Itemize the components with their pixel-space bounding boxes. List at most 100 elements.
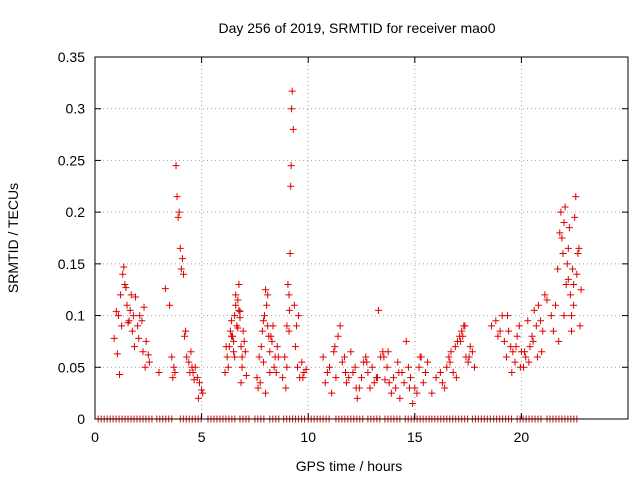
- data-point: [230, 337, 238, 345]
- data-point: [529, 337, 537, 345]
- data-point: [539, 327, 547, 335]
- data-point: [370, 379, 378, 387]
- data-point: [384, 348, 392, 356]
- data-point: [573, 270, 581, 278]
- data-point: [141, 363, 149, 371]
- data-point: [288, 87, 296, 95]
- data-point: [534, 301, 542, 309]
- data-point: [117, 291, 125, 299]
- data-point: [136, 312, 144, 320]
- data-points: [94, 87, 585, 423]
- data-point: [235, 306, 243, 314]
- data-point: [323, 368, 331, 376]
- data-point: [142, 337, 150, 345]
- data-point: [402, 337, 410, 345]
- y-tick-label: 0.1: [66, 308, 86, 324]
- data-point: [570, 281, 578, 289]
- data-point: [528, 332, 536, 340]
- data-point: [383, 363, 391, 371]
- data-point: [364, 368, 372, 376]
- data-point: [127, 291, 135, 299]
- data-point: [363, 358, 371, 366]
- data-point: [572, 193, 580, 201]
- y-tick-label: 0.05: [58, 359, 85, 375]
- data-point: [447, 348, 455, 356]
- data-point: [171, 368, 179, 376]
- data-point: [291, 343, 299, 351]
- data-point: [232, 301, 240, 309]
- data-point: [492, 317, 500, 325]
- data-point: [223, 353, 231, 361]
- data-point: [575, 244, 583, 252]
- data-point: [188, 363, 196, 371]
- data-point: [500, 337, 508, 345]
- data-point: [549, 327, 557, 335]
- x-tick-label: 10: [300, 429, 316, 445]
- data-point: [256, 379, 264, 387]
- data-point: [449, 368, 457, 376]
- data-point: [227, 332, 235, 340]
- data-point: [239, 327, 247, 335]
- x-tick-label: 5: [198, 429, 206, 445]
- data-point: [524, 317, 532, 325]
- data-point: [515, 322, 523, 330]
- data-point: [222, 343, 230, 351]
- data-point: [281, 353, 289, 361]
- y-tick-label: 0.2: [66, 204, 86, 220]
- data-point: [121, 281, 129, 289]
- data-point: [242, 372, 250, 380]
- data-point: [269, 322, 277, 330]
- data-point: [362, 353, 370, 361]
- data-point: [415, 363, 423, 371]
- data-point: [530, 306, 538, 314]
- data-point: [283, 363, 291, 371]
- data-point: [262, 286, 270, 294]
- data-point: [120, 263, 128, 271]
- data-point: [286, 250, 294, 258]
- data-point: [468, 348, 476, 356]
- data-point: [552, 301, 560, 309]
- data-point: [556, 229, 564, 237]
- data-point: [513, 332, 521, 340]
- data-point: [441, 384, 449, 392]
- data-point: [400, 379, 408, 387]
- data-point: [568, 312, 576, 320]
- data-point: [114, 312, 122, 320]
- data-point: [511, 358, 519, 366]
- data-point: [266, 368, 274, 376]
- data-point: [451, 343, 459, 351]
- data-point: [543, 296, 551, 304]
- data-point: [334, 332, 342, 340]
- data-point: [560, 312, 568, 320]
- data-point: [502, 353, 510, 361]
- data-point: [182, 327, 190, 335]
- data-point: [257, 343, 265, 351]
- data-point: [516, 363, 524, 371]
- data-point: [255, 353, 263, 361]
- data-point: [273, 343, 281, 351]
- data-point: [488, 322, 496, 330]
- data-point: [512, 343, 520, 351]
- data-point: [302, 365, 310, 373]
- data-point: [186, 368, 194, 376]
- data-point: [236, 314, 244, 322]
- data-point: [389, 374, 397, 382]
- data-point: [538, 348, 546, 356]
- data-point: [319, 353, 327, 361]
- data-point: [537, 317, 545, 325]
- data-point: [345, 374, 353, 382]
- data-point: [234, 296, 242, 304]
- data-point: [464, 358, 472, 366]
- x-tick-label: 15: [407, 429, 423, 445]
- data-point: [446, 358, 454, 366]
- data-point: [288, 105, 296, 113]
- data-point: [122, 284, 130, 292]
- data-point: [564, 244, 572, 252]
- data-point: [508, 368, 516, 376]
- data-point: [421, 368, 429, 376]
- data-point: [194, 394, 202, 402]
- data-point: [299, 374, 307, 382]
- data-point: [373, 374, 381, 382]
- data-point: [342, 368, 350, 376]
- data-point: [358, 374, 365, 382]
